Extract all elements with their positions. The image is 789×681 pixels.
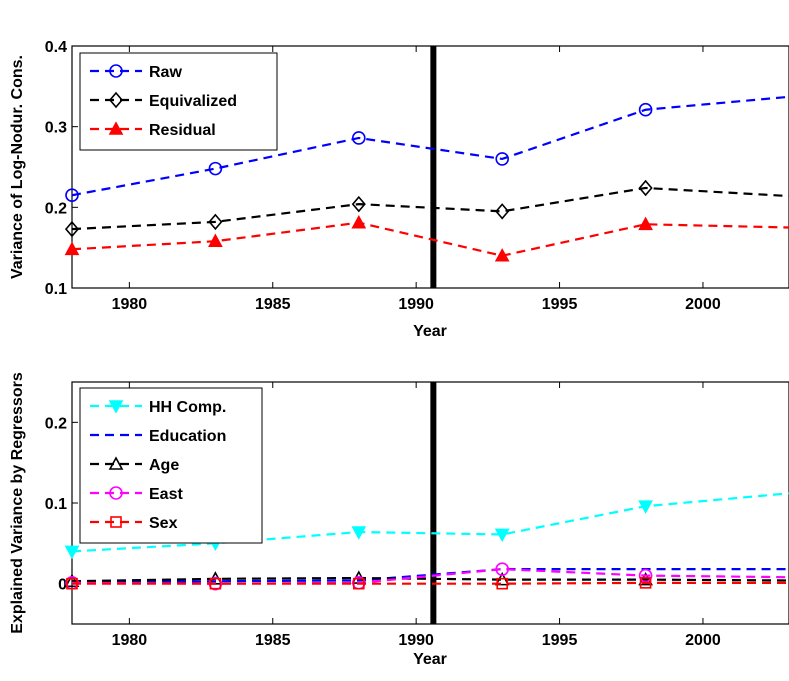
series-line-hh-comp [71,492,789,553]
top-ticks: 1980 1985 1990 1995 2000 0.1 0.2 0.3 0.4 [45,39,721,313]
data-point-raw [65,188,79,203]
bottom-series [64,492,789,591]
data-point-hh-comp [494,528,510,543]
y-tick-label: 0.2 [45,200,67,217]
x-tick-label: 1985 [255,632,291,649]
data-point-raw [495,152,510,166]
data-point-raw [638,102,653,117]
y-tick-label: 0.4 [45,39,67,56]
legend-marker-age [108,456,124,470]
data-point-age [64,573,80,588]
data-point-residual [638,216,653,231]
data-point-sex [496,577,509,590]
top-ylabel: Variance of Log-Nodur. Cons. [9,55,26,279]
data-point-east [495,562,510,576]
legend-label-sex: Sex [149,515,178,532]
legend-label-age: Age [149,457,179,474]
x-tick-label: 1985 [255,296,291,313]
bottom-legend: HH Comp. Education Age East Sex [79,387,263,544]
data-point-east [638,568,653,583]
bottom-panel: 1980 1985 1990 1995 2000 0 0.1 0.2 HH Comp. Educ… [9,372,789,668]
data-point-sex [352,577,365,590]
data-point-raw [208,161,223,176]
legend-label-east: East [149,486,183,503]
legend-marker-equivalized [108,91,124,109]
x-tick-label: 1980 [112,632,148,649]
series-line-raw [71,95,789,197]
legend-marker-hh-comp [108,400,124,414]
legend-label-education: Education [149,428,226,445]
legend-marker-residual [108,121,124,135]
legend-marker-east [109,486,123,500]
top-legend: Raw Equivalized Residual [79,52,278,151]
y-tick-label: 0.3 [45,120,67,137]
y-tick-label: 0.1 [45,496,67,513]
x-tick-label: 2000 [685,632,721,649]
bottom-ylabel: Explained Variance by Regressors [9,372,26,634]
series-line-equivalized [71,186,789,231]
data-point-sex [639,577,652,589]
data-point-sex [209,577,222,590]
data-point-residual [208,233,223,248]
data-point-hh-comp [351,526,367,540]
bottom-xlabel: Year [413,651,447,668]
series-line-residual [71,221,789,257]
data-point-age [638,571,653,586]
data-point-sex [66,577,78,590]
x-tick-label: 2000 [685,296,721,313]
data-point-hh-comp [64,545,80,560]
legend-label-residual: Residual [149,122,216,139]
legend-marker-raw [109,64,123,78]
x-tick-label: 1995 [542,632,578,649]
data-point-equivalized [64,220,80,238]
legend-label-hh-comp: HH Comp. [149,399,226,416]
data-point-equivalized [495,203,510,220]
y-tick-label: 0.1 [45,281,67,298]
y-tick-label: 0 [58,577,67,594]
x-tick-label: 1990 [398,632,434,649]
top-series [64,95,789,262]
legend-label-equivalized: Equivalized [149,93,237,110]
x-tick-label: 1995 [542,296,578,313]
y-tick-label: 0.2 [45,415,67,432]
top-panel: 1980 1985 1990 1995 2000 0.1 0.2 0.3 0.4 Raw Equi… [9,39,789,340]
data-point-equivalized [351,195,366,213]
top-xlabel: Year [413,323,447,340]
x-tick-label: 1990 [398,296,434,313]
data-point-residual [351,214,367,229]
data-point-equivalized [638,179,653,197]
bottom-ticks: 1980 1985 1990 1995 2000 0 0.1 0.2 [45,382,721,649]
legend-marker-sex [110,516,122,528]
legend-label-raw: Raw [149,64,182,81]
data-point-hh-comp [638,500,653,514]
data-point-equivalized [208,213,223,231]
x-tick-label: 1980 [112,296,148,313]
data-point-residual [494,248,510,262]
data-point-residual [64,241,80,256]
data-point-raw [351,131,366,145]
